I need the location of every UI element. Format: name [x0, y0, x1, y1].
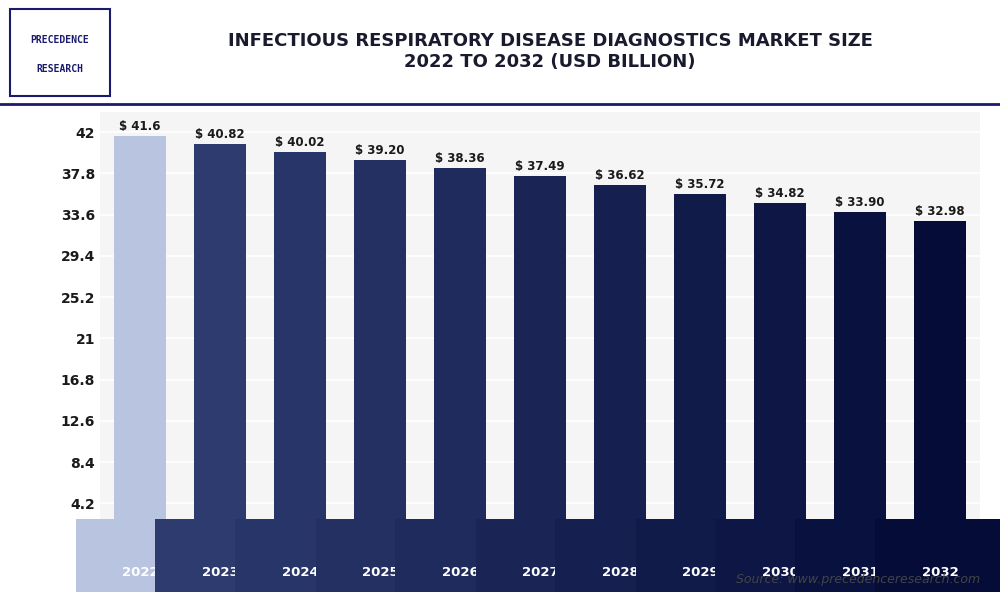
Text: 2031: 2031 [842, 565, 878, 578]
Text: 2029: 2029 [682, 565, 718, 578]
Text: $ 37.49: $ 37.49 [515, 160, 565, 173]
Text: $ 36.62: $ 36.62 [595, 169, 645, 182]
Text: PRECEDENCE: PRECEDENCE [31, 36, 89, 46]
Text: $ 39.20: $ 39.20 [355, 144, 405, 157]
Text: $ 35.72: $ 35.72 [675, 178, 725, 191]
Bar [594, 185, 646, 545]
Text: 2032: 2032 [922, 565, 958, 578]
Bar [754, 202, 806, 545]
Bar [354, 160, 406, 545]
Text: $ 33.90: $ 33.90 [835, 196, 885, 209]
Bar [434, 168, 486, 545]
Bar [514, 176, 566, 545]
Text: INFECTIOUS RESPIRATORY DISEASE DIAGNOSTICS MARKET SIZE
2022 TO 2032 (USD BILLION: INFECTIOUS RESPIRATORY DISEASE DIAGNOSTI… [228, 32, 872, 70]
Bar [274, 152, 326, 545]
FancyBboxPatch shape [10, 8, 110, 96]
Text: 2023: 2023 [202, 565, 238, 578]
Text: $ 32.98: $ 32.98 [915, 205, 965, 218]
Text: $ 38.36: $ 38.36 [435, 152, 485, 165]
Text: 2024: 2024 [282, 565, 318, 578]
Text: $ 40.82: $ 40.82 [195, 128, 245, 141]
Bar [194, 144, 246, 545]
Text: 2026: 2026 [442, 565, 478, 578]
Text: $ 34.82: $ 34.82 [755, 186, 805, 200]
Text: $ 40.02: $ 40.02 [275, 136, 325, 149]
Bar [114, 136, 166, 545]
Text: Source: www.precedenceresearch.com: Source: www.precedenceresearch.com [736, 573, 980, 586]
Bar [674, 194, 726, 545]
Text: 2025: 2025 [362, 565, 398, 578]
Text: 2028: 2028 [602, 565, 638, 578]
Bar [834, 212, 886, 545]
Text: 2030: 2030 [762, 565, 798, 578]
Text: $ 41.6: $ 41.6 [119, 120, 161, 133]
Text: 2027: 2027 [522, 565, 558, 578]
Bar [914, 221, 966, 545]
Text: RESEARCH: RESEARCH [36, 65, 84, 74]
Text: 2022: 2022 [122, 565, 158, 578]
